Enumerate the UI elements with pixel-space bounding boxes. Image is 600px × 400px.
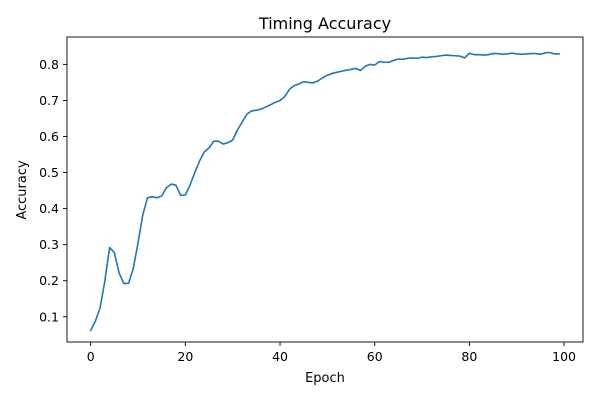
y-tick-label: 0.1 [39, 309, 59, 324]
y-axis-label: Accuracy [15, 160, 30, 220]
x-tick-label: 60 [367, 349, 383, 364]
x-tick-label: 80 [461, 349, 477, 364]
y-tick-label: 0.6 [39, 129, 59, 144]
y-tick-label: 0.3 [39, 237, 59, 252]
y-tick-label: 0.5 [39, 165, 59, 180]
axis-ticks: 0 20 40 60 80 100 0.1 0.2 0.3 0.4 0.5 0.6 0.7 0.8 [39, 57, 576, 364]
y-tick-label: 0.2 [39, 273, 59, 288]
x-tick-label: 40 [272, 349, 288, 364]
chart-title: Timing Accuracy [258, 14, 391, 33]
y-tick-label: 0.8 [39, 57, 59, 72]
x-tick-label: 100 [552, 349, 576, 364]
plot-area-frame [66, 36, 584, 343]
x-axis-label: Epoch [305, 371, 345, 386]
x-tick-label: 20 [177, 349, 193, 364]
y-tick-label: 0.4 [39, 201, 59, 216]
x-tick-label: 0 [87, 349, 95, 364]
series-line [89, 51, 561, 332]
y-tick-label: 0.7 [39, 93, 59, 108]
